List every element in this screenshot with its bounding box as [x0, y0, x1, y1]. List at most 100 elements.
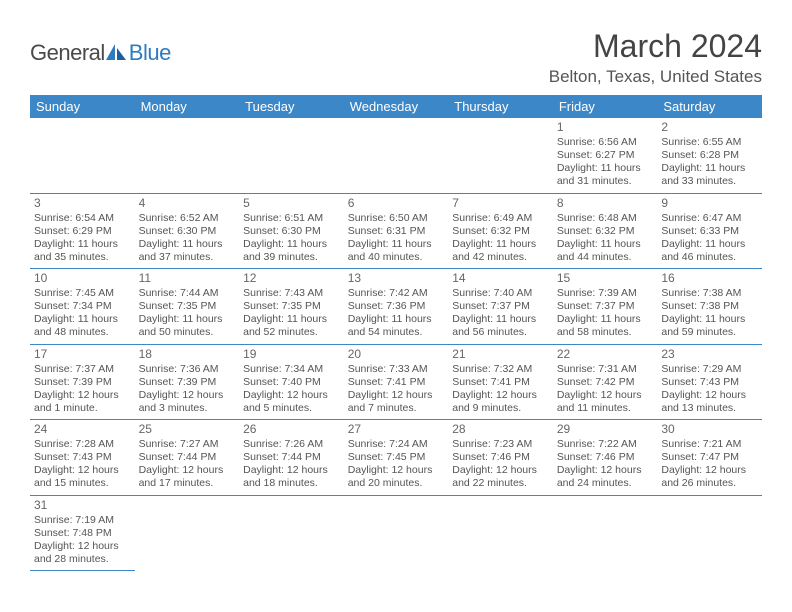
sunset-line: Sunset: 6:30 PM — [243, 225, 340, 238]
daylight-line-1: Daylight: 12 hours — [557, 464, 654, 477]
sunset-line: Sunset: 7:47 PM — [661, 451, 758, 464]
calendar-cell: 9Sunrise: 6:47 AMSunset: 6:33 PMDaylight… — [657, 193, 762, 269]
calendar-row: 31Sunrise: 7:19 AMSunset: 7:48 PMDayligh… — [30, 495, 762, 571]
sunrise-line: Sunrise: 7:19 AM — [34, 514, 131, 527]
calendar-row: 1Sunrise: 6:56 AMSunset: 6:27 PMDaylight… — [30, 118, 762, 193]
weekday-header: Friday — [553, 95, 658, 118]
sunset-line: Sunset: 6:27 PM — [557, 149, 654, 162]
day-number: 5 — [243, 196, 340, 211]
daylight-line-2: and 11 minutes. — [557, 402, 654, 415]
calendar-cell: 13Sunrise: 7:42 AMSunset: 7:36 PMDayligh… — [344, 269, 449, 345]
calendar-cell: 6Sunrise: 6:50 AMSunset: 6:31 PMDaylight… — [344, 193, 449, 269]
daylight-line-1: Daylight: 12 hours — [139, 464, 236, 477]
sunrise-line: Sunrise: 7:31 AM — [557, 363, 654, 376]
sunrise-line: Sunrise: 7:45 AM — [34, 287, 131, 300]
sunset-line: Sunset: 7:43 PM — [661, 376, 758, 389]
daylight-line-2: and 35 minutes. — [34, 251, 131, 264]
sunrise-line: Sunrise: 6:51 AM — [243, 212, 340, 225]
daylight-line-1: Daylight: 11 hours — [452, 238, 549, 251]
calendar-cell: 30Sunrise: 7:21 AMSunset: 7:47 PMDayligh… — [657, 420, 762, 496]
calendar-cell: 29Sunrise: 7:22 AMSunset: 7:46 PMDayligh… — [553, 420, 658, 496]
weekday-header: Tuesday — [239, 95, 344, 118]
sunset-line: Sunset: 7:46 PM — [452, 451, 549, 464]
sunrise-line: Sunrise: 6:48 AM — [557, 212, 654, 225]
calendar-cell — [344, 118, 449, 193]
sunset-line: Sunset: 6:29 PM — [34, 225, 131, 238]
day-number: 4 — [139, 196, 236, 211]
weekday-header: Monday — [135, 95, 240, 118]
daylight-line-1: Daylight: 11 hours — [661, 238, 758, 251]
sunset-line: Sunset: 6:32 PM — [557, 225, 654, 238]
daylight-line-2: and 26 minutes. — [661, 477, 758, 490]
daylight-line-1: Daylight: 11 hours — [661, 313, 758, 326]
daylight-line-2: and 18 minutes. — [243, 477, 340, 490]
day-number: 1 — [557, 120, 654, 135]
sunset-line: Sunset: 7:40 PM — [243, 376, 340, 389]
day-number: 13 — [348, 271, 445, 286]
daylight-line-1: Daylight: 12 hours — [243, 464, 340, 477]
daylight-line-1: Daylight: 12 hours — [34, 464, 131, 477]
day-number: 3 — [34, 196, 131, 211]
daylight-line-1: Daylight: 11 hours — [661, 162, 758, 175]
daylight-line-2: and 24 minutes. — [557, 477, 654, 490]
daylight-line-2: and 56 minutes. — [452, 326, 549, 339]
daylight-line-2: and 52 minutes. — [243, 326, 340, 339]
sunset-line: Sunset: 7:39 PM — [139, 376, 236, 389]
sunset-line: Sunset: 7:35 PM — [243, 300, 340, 313]
daylight-line-1: Daylight: 12 hours — [243, 389, 340, 402]
daylight-line-1: Daylight: 11 hours — [348, 313, 445, 326]
day-number: 30 — [661, 422, 758, 437]
sunset-line: Sunset: 6:32 PM — [452, 225, 549, 238]
calendar-table: SundayMondayTuesdayWednesdayThursdayFrid… — [30, 95, 762, 571]
calendar-cell: 19Sunrise: 7:34 AMSunset: 7:40 PMDayligh… — [239, 344, 344, 420]
sunset-line: Sunset: 7:41 PM — [348, 376, 445, 389]
daylight-line-2: and 58 minutes. — [557, 326, 654, 339]
day-number: 31 — [34, 498, 131, 513]
calendar-cell: 28Sunrise: 7:23 AMSunset: 7:46 PMDayligh… — [448, 420, 553, 496]
daylight-line-1: Daylight: 11 hours — [557, 238, 654, 251]
calendar-cell: 17Sunrise: 7:37 AMSunset: 7:39 PMDayligh… — [30, 344, 135, 420]
daylight-line-2: and 48 minutes. — [34, 326, 131, 339]
weekday-header: Sunday — [30, 95, 135, 118]
day-number: 9 — [661, 196, 758, 211]
calendar-cell — [344, 495, 449, 571]
calendar-body: 1Sunrise: 6:56 AMSunset: 6:27 PMDaylight… — [30, 118, 762, 571]
day-number: 2 — [661, 120, 758, 135]
sunrise-line: Sunrise: 7:21 AM — [661, 438, 758, 451]
daylight-line-1: Daylight: 12 hours — [452, 389, 549, 402]
daylight-line-1: Daylight: 12 hours — [34, 389, 131, 402]
location: Belton, Texas, United States — [549, 67, 762, 87]
daylight-line-2: and 15 minutes. — [34, 477, 131, 490]
day-number: 29 — [557, 422, 654, 437]
day-number: 26 — [243, 422, 340, 437]
day-number: 17 — [34, 347, 131, 362]
sunrise-line: Sunrise: 7:22 AM — [557, 438, 654, 451]
sunrise-line: Sunrise: 7:26 AM — [243, 438, 340, 451]
calendar-cell: 16Sunrise: 7:38 AMSunset: 7:38 PMDayligh… — [657, 269, 762, 345]
sunset-line: Sunset: 6:31 PM — [348, 225, 445, 238]
daylight-line-1: Daylight: 11 hours — [452, 313, 549, 326]
sunrise-line: Sunrise: 7:42 AM — [348, 287, 445, 300]
sunset-line: Sunset: 7:39 PM — [34, 376, 131, 389]
sunset-line: Sunset: 7:38 PM — [661, 300, 758, 313]
daylight-line-2: and 44 minutes. — [557, 251, 654, 264]
calendar-cell: 20Sunrise: 7:33 AMSunset: 7:41 PMDayligh… — [344, 344, 449, 420]
daylight-line-2: and 1 minute. — [34, 402, 131, 415]
sunset-line: Sunset: 7:37 PM — [452, 300, 549, 313]
daylight-line-1: Daylight: 11 hours — [34, 238, 131, 251]
sunrise-line: Sunrise: 7:24 AM — [348, 438, 445, 451]
calendar-cell: 7Sunrise: 6:49 AMSunset: 6:32 PMDaylight… — [448, 193, 553, 269]
calendar-row: 3Sunrise: 6:54 AMSunset: 6:29 PMDaylight… — [30, 193, 762, 269]
sunrise-line: Sunrise: 7:38 AM — [661, 287, 758, 300]
sunrise-line: Sunrise: 7:28 AM — [34, 438, 131, 451]
sunrise-line: Sunrise: 7:32 AM — [452, 363, 549, 376]
calendar-cell — [135, 118, 240, 193]
calendar-cell — [30, 118, 135, 193]
calendar-cell: 4Sunrise: 6:52 AMSunset: 6:30 PMDaylight… — [135, 193, 240, 269]
day-number: 11 — [139, 271, 236, 286]
calendar-cell — [239, 495, 344, 571]
daylight-line-2: and 7 minutes. — [348, 402, 445, 415]
day-number: 10 — [34, 271, 131, 286]
sunset-line: Sunset: 7:36 PM — [348, 300, 445, 313]
sunrise-line: Sunrise: 6:47 AM — [661, 212, 758, 225]
